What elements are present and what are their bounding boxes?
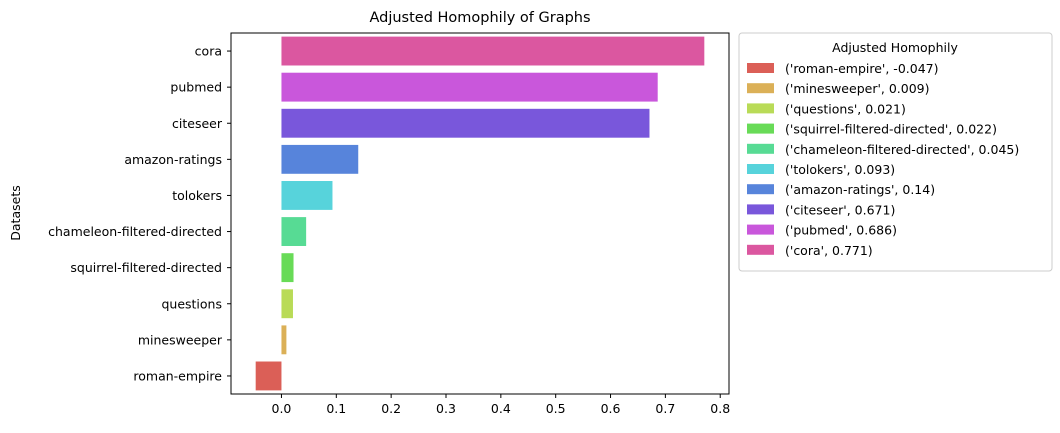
legend-items: ('roman-empire', -0.047) ('minesweeper', … <box>747 61 1019 258</box>
y-tick-label: amazon-ratings <box>124 152 222 167</box>
legend: Adjusted Homophily ('roman-empire', -0.0… <box>738 32 1053 272</box>
bar-pubmed <box>281 72 658 102</box>
x-tick-label: 0.8 <box>710 401 730 416</box>
legend-swatch <box>747 224 774 235</box>
legend-swatch <box>747 244 774 255</box>
bar-questions <box>281 289 293 319</box>
legend-label: ('citeseer', 0.671) <box>785 202 895 217</box>
x-tick-label: 0.3 <box>436 401 456 416</box>
bar-roman-empire <box>255 361 282 391</box>
y-tick-label: squirrel-filtered-directed <box>70 260 222 275</box>
y-tick-label: questions <box>161 296 222 311</box>
legend-label: ('squirrel-filtered-directed', 0.022) <box>785 122 997 137</box>
y-tick-label: citeseer <box>172 116 223 131</box>
chart-title: Adjusted Homophily of Graphs <box>369 10 590 26</box>
bar-amazon-ratings <box>281 144 359 174</box>
plot-frame <box>230 32 730 395</box>
y-axis-ticks: roman-empire minesweeper questions squirrel… <box>48 44 231 383</box>
legend-title: Adjusted Homophily <box>832 40 958 55</box>
y-tick-label: pubmed <box>170 80 222 95</box>
x-tick-label: 0.7 <box>655 401 675 416</box>
x-tick-label: 0.4 <box>491 401 511 416</box>
bar-citeseer <box>281 108 650 138</box>
bar-cora <box>281 36 705 66</box>
x-tick-label: 0.6 <box>601 401 621 416</box>
legend-swatch <box>747 83 774 94</box>
legend-swatch <box>747 143 774 154</box>
legend-swatch <box>747 63 774 73</box>
legend-label: ('roman-empire', -0.047) <box>785 61 938 76</box>
y-tick-label: tolokers <box>172 188 222 203</box>
x-tick-label: 0.0 <box>272 401 292 416</box>
legend-swatch <box>747 204 774 215</box>
legend-label: ('questions', 0.021) <box>785 101 906 116</box>
y-axis-label: Datasets <box>8 185 23 240</box>
bar-chameleon-filtered-directed <box>281 217 307 246</box>
bar-minesweeper <box>281 325 287 355</box>
bar-tolokers <box>281 181 333 210</box>
legend-label: ('minesweeper', 0.009) <box>785 81 930 96</box>
x-axis-ticks: 0.0 0.1 0.2 0.3 0.4 0.5 0.6 0.7 0.8 <box>272 394 730 416</box>
x-tick-label: 0.1 <box>326 401 346 416</box>
y-tick-label: minesweeper <box>138 332 223 347</box>
legend-label: ('pubmed', 0.686) <box>785 223 897 238</box>
legend-swatch <box>747 123 774 134</box>
legend-swatch <box>747 164 774 174</box>
y-tick-label: chameleon-filtered-directed <box>48 224 222 239</box>
legend-label: ('amazon-ratings', 0.14) <box>785 182 935 197</box>
x-tick-label: 0.2 <box>381 401 401 416</box>
bar-squirrel-filtered-directed <box>281 253 294 283</box>
y-tick-label: roman-empire <box>133 368 222 383</box>
x-tick-label: 0.5 <box>546 401 566 416</box>
legend-swatch <box>747 184 774 195</box>
legend-swatch <box>747 103 774 114</box>
legend-label: ('cora', 0.771) <box>785 243 873 258</box>
legend-label: ('tolokers', 0.093) <box>785 162 895 177</box>
bars-group <box>255 36 705 391</box>
legend-box <box>738 32 1053 272</box>
y-tick-label: cora <box>195 44 222 59</box>
legend-label: ('chameleon-filtered-directed', 0.045) <box>785 142 1019 157</box>
